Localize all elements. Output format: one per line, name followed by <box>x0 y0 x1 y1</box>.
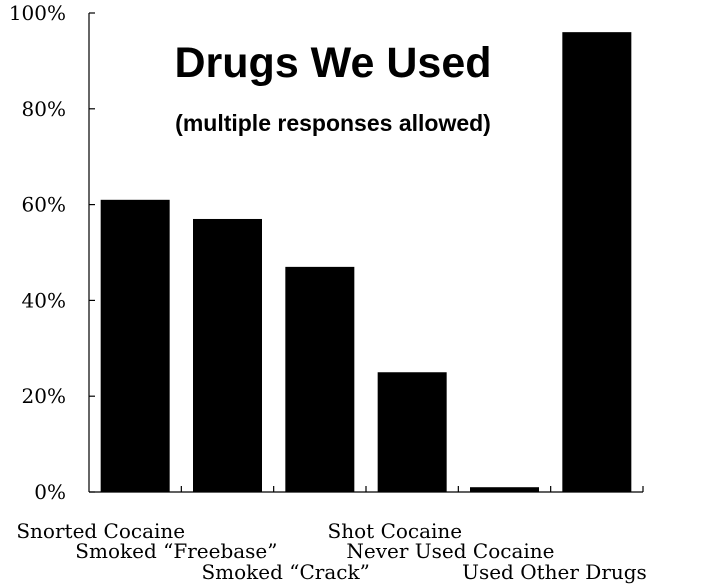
category-label: Smoked “Crack” <box>201 560 369 584</box>
y-axis-ticks: 0% 20% 40% 60% 80% 100% <box>9 1 95 504</box>
category-label: Smoked “Freebase” <box>75 539 277 563</box>
y-tick-label: 60% <box>22 193 66 217</box>
bars <box>100 32 632 492</box>
bar <box>377 372 447 492</box>
y-tick-label: 80% <box>22 97 66 121</box>
bar <box>562 32 632 492</box>
x-axis-ticks <box>180 486 644 492</box>
category-label: Snorted Cocaine <box>16 519 185 543</box>
y-tick-label: 100% <box>9 1 66 25</box>
bar <box>470 487 539 492</box>
chart-title: Drugs We Used <box>175 39 492 87</box>
category-label: Used Other Drugs <box>462 560 647 584</box>
y-tick-label: 20% <box>22 384 66 408</box>
category-label: Shot Cocaine <box>328 519 463 543</box>
bar <box>285 266 355 492</box>
bar <box>193 218 262 492</box>
y-tick-label: 40% <box>22 288 66 312</box>
category-label: Never Used Cocaine <box>346 539 554 563</box>
chart-subtitle: (multiple responses allowed) <box>175 110 491 136</box>
bar <box>100 199 170 492</box>
y-tick-label: 0% <box>34 480 66 504</box>
